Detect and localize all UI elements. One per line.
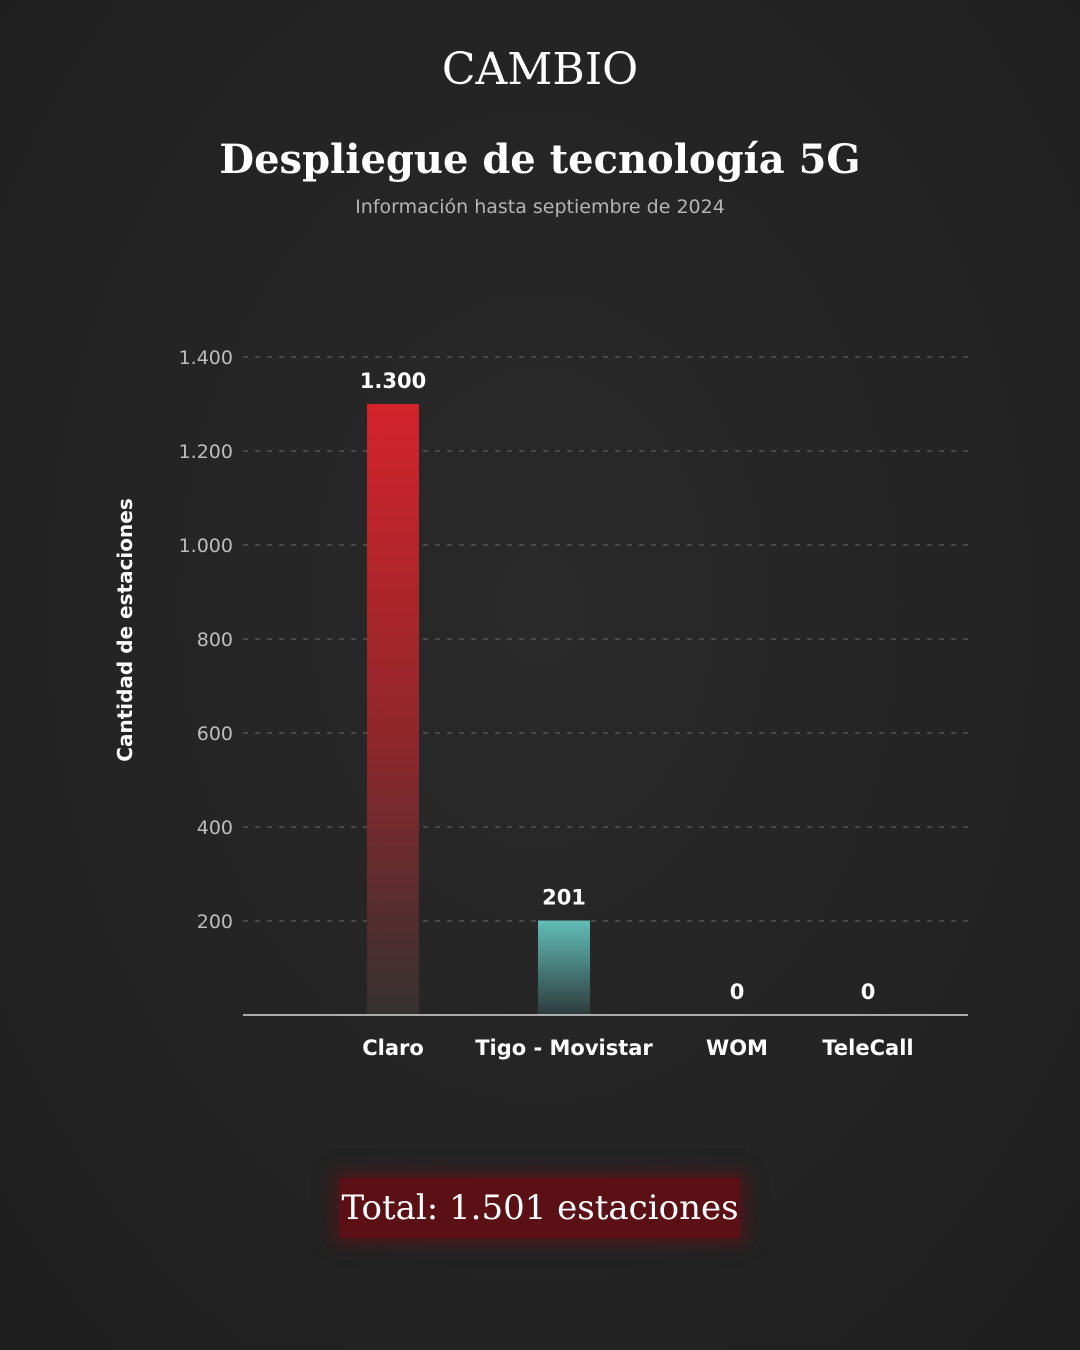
y-tick-label: 600 bbox=[197, 723, 233, 745]
chart-subtitle: Información hasta septiembre de 2024 bbox=[355, 196, 725, 218]
x-tick-label-telecall: TeleCall bbox=[822, 1036, 913, 1060]
y-tick-label: 1.400 bbox=[179, 347, 233, 369]
y-tick-label: 1.200 bbox=[179, 441, 233, 463]
x-tick-label-tigo-movistar: Tigo - Movistar bbox=[475, 1036, 653, 1060]
x-tick-label-claro: Claro bbox=[362, 1036, 424, 1060]
bar-tigo-movistar bbox=[538, 920, 590, 1015]
value-label-wom: 0 bbox=[730, 980, 745, 1004]
y-tick-label: 200 bbox=[197, 911, 233, 933]
total-text: Total: 1.501 estaciones bbox=[341, 1188, 739, 1228]
y-axis-label: Cantidad de estaciones bbox=[113, 498, 137, 761]
bar-chart: 200 400 600 800 1.000 1.200 1.400 1.300 201 0 0 C… bbox=[113, 347, 968, 1060]
y-tick-label: 1.000 bbox=[179, 535, 233, 557]
chart-title: Despliegue de tecnología 5G bbox=[219, 136, 861, 183]
total-badge: Total: 1.501 estaciones bbox=[340, 1178, 740, 1238]
value-label-telecall: 0 bbox=[861, 980, 876, 1004]
y-tick-label: 800 bbox=[197, 629, 233, 651]
x-tick-label-wom: WOM bbox=[706, 1036, 768, 1060]
brand-logo: CAMBIO bbox=[441, 44, 639, 95]
bar-claro bbox=[367, 404, 419, 1015]
value-label-tigo-movistar: 201 bbox=[542, 886, 586, 910]
y-tick-label: 400 bbox=[197, 817, 233, 839]
value-label-claro: 1.300 bbox=[360, 369, 426, 393]
